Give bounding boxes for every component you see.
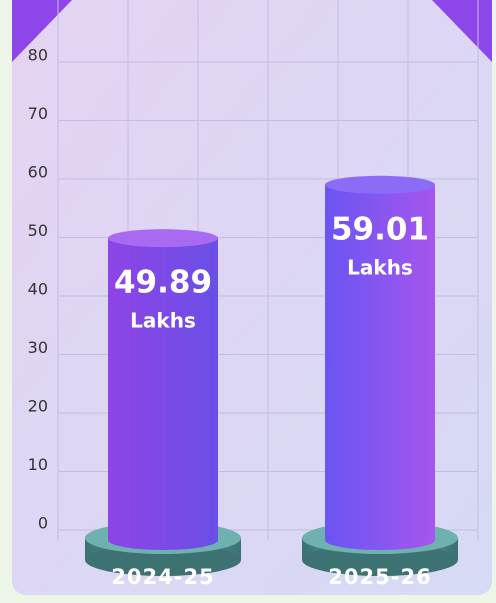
value-label: 59.01 xyxy=(331,211,429,247)
bar-top xyxy=(325,176,435,194)
y-tick-label: 10 xyxy=(28,455,48,474)
y-tick-label: 50 xyxy=(28,221,48,240)
y-tick-label: 70 xyxy=(28,104,48,123)
y-tick-label: 0 xyxy=(38,514,48,533)
y-tick-label: 20 xyxy=(28,397,48,416)
value-unit: Lakhs xyxy=(130,309,196,333)
bar-top xyxy=(108,229,218,247)
chart: 0 10 20 30 40 50 60 70 80 49.89 Lakhs 2024-25 59.01… xyxy=(0,0,496,603)
x-tick-label: 2025-26 xyxy=(328,565,431,589)
y-tick-label: 60 xyxy=(28,163,48,182)
y-tick-label: 40 xyxy=(28,280,48,299)
x-tick-label: 2024-25 xyxy=(111,565,214,589)
value-unit: Lakhs xyxy=(347,255,413,279)
y-tick-label: 30 xyxy=(28,338,48,357)
y-tick-label: 80 xyxy=(28,46,48,65)
value-label: 49.89 xyxy=(114,265,212,301)
